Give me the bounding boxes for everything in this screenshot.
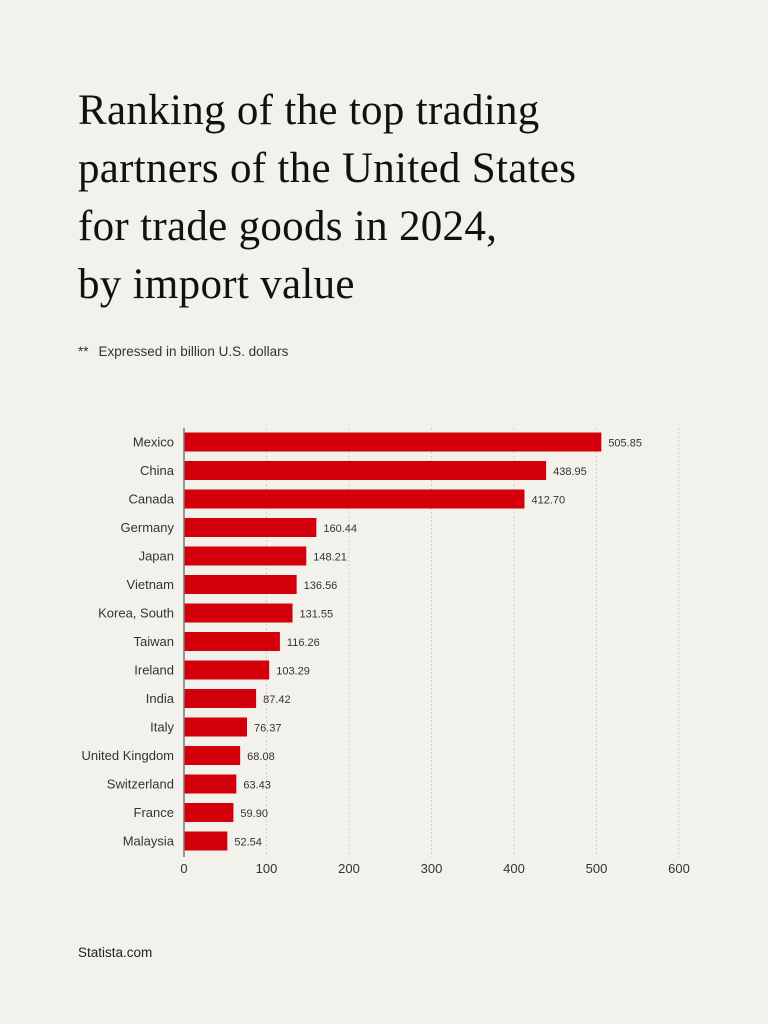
category-label: Korea, South bbox=[98, 606, 174, 621]
x-tick-label: 300 bbox=[421, 861, 443, 876]
bar bbox=[184, 632, 280, 651]
title-line: by import value bbox=[78, 261, 355, 308]
value-label: 103.29 bbox=[276, 666, 310, 678]
category-label: United Kingdom bbox=[82, 748, 175, 763]
value-label: 412.70 bbox=[531, 495, 565, 507]
bar bbox=[184, 746, 241, 765]
category-label: Switzerland bbox=[107, 777, 174, 792]
category-label: Malaysia bbox=[123, 834, 175, 849]
bar bbox=[184, 518, 317, 537]
category-label: France bbox=[134, 805, 174, 820]
x-tick-label: 0 bbox=[180, 861, 187, 876]
bar bbox=[184, 831, 228, 851]
value-label: 59.90 bbox=[240, 808, 268, 820]
value-label: 148.21 bbox=[313, 552, 347, 564]
category-label: Mexico bbox=[133, 435, 174, 450]
category-label: Taiwan bbox=[134, 634, 174, 649]
bar bbox=[184, 803, 234, 822]
value-label: 131.55 bbox=[300, 609, 334, 621]
bar bbox=[184, 689, 257, 708]
category-label: Germany bbox=[121, 520, 175, 535]
x-tick-label: 600 bbox=[668, 861, 690, 876]
value-label: 160.44 bbox=[323, 523, 357, 535]
bar bbox=[184, 461, 547, 480]
value-label: 116.26 bbox=[287, 637, 320, 649]
note-marker: ** bbox=[78, 344, 89, 359]
title-line: partners of the United States bbox=[78, 145, 577, 192]
bar bbox=[184, 603, 293, 623]
bar bbox=[184, 717, 248, 737]
x-tick-label: 200 bbox=[338, 861, 360, 876]
bar bbox=[184, 774, 237, 794]
category-label: Canada bbox=[128, 492, 174, 507]
bar bbox=[184, 432, 602, 452]
bar bbox=[184, 575, 297, 594]
x-tick-label: 500 bbox=[586, 861, 608, 876]
category-label: Japan bbox=[139, 549, 174, 564]
x-tick-label: 400 bbox=[503, 861, 525, 876]
value-label: 68.08 bbox=[247, 751, 275, 763]
category-label: China bbox=[140, 463, 175, 478]
unit-note: ** Expressed in billion U.S. dollars bbox=[78, 344, 288, 359]
x-tick-label: 100 bbox=[256, 861, 278, 876]
category-label: Ireland bbox=[134, 663, 174, 678]
bar bbox=[184, 489, 525, 509]
value-label: 76.37 bbox=[254, 723, 282, 735]
value-label: 52.54 bbox=[234, 837, 262, 849]
title-line: Ranking of the top trading bbox=[78, 87, 540, 134]
note-text: Expressed in billion U.S. dollars bbox=[98, 344, 289, 359]
value-label: 438.95 bbox=[553, 466, 587, 478]
value-label: 87.42 bbox=[263, 694, 291, 706]
category-label: Italy bbox=[150, 720, 174, 735]
title-line: for trade goods in 2024, bbox=[78, 203, 498, 250]
value-label: 505.85 bbox=[608, 438, 642, 450]
category-label: India bbox=[146, 691, 175, 706]
source-label: Statista.com bbox=[78, 945, 153, 960]
value-label: 63.43 bbox=[243, 780, 271, 792]
bar bbox=[184, 546, 307, 566]
value-label: 136.56 bbox=[304, 580, 338, 592]
bar bbox=[184, 660, 270, 680]
category-label: Vietnam bbox=[127, 577, 174, 592]
chart-title: Ranking of the top trading partners of t… bbox=[78, 82, 718, 314]
